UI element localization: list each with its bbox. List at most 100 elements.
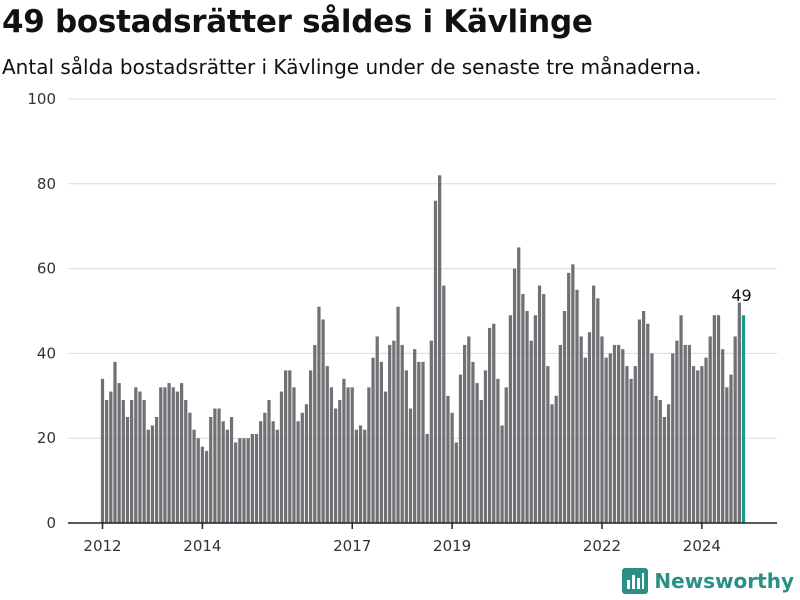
bar xyxy=(704,357,708,523)
bar xyxy=(446,395,450,523)
bar xyxy=(737,302,741,523)
bar xyxy=(533,315,538,523)
bar xyxy=(729,374,733,523)
bar xyxy=(567,272,571,523)
bar xyxy=(259,421,263,523)
bar xyxy=(154,417,159,523)
bar xyxy=(537,285,542,523)
bar xyxy=(130,400,134,523)
bar xyxy=(363,429,367,523)
bar xyxy=(429,340,433,523)
bar xyxy=(496,378,500,523)
bar xyxy=(109,391,113,523)
bar xyxy=(209,417,213,523)
bar xyxy=(275,429,279,523)
bar xyxy=(504,387,508,523)
y-tick-label: 0 xyxy=(46,514,56,532)
bar xyxy=(442,285,446,523)
bar xyxy=(654,395,658,523)
bar xyxy=(113,361,117,523)
bar xyxy=(346,387,350,523)
chart-subtitle: Antal sålda bostadsrätter i Kävlinge und… xyxy=(2,55,702,79)
bar xyxy=(454,442,458,523)
bar-chart-logo-icon xyxy=(622,568,649,594)
bar xyxy=(338,400,342,523)
bar xyxy=(450,412,454,523)
bar xyxy=(629,378,633,523)
bar xyxy=(242,438,246,523)
bar xyxy=(633,366,637,523)
bar xyxy=(238,438,242,523)
bar xyxy=(304,404,309,523)
bar xyxy=(517,247,521,523)
bar xyxy=(479,400,483,523)
bar xyxy=(296,421,300,523)
bar xyxy=(221,421,225,523)
bar xyxy=(662,417,667,523)
bar xyxy=(558,344,562,523)
brand-name: Newsworthy xyxy=(654,569,794,593)
y-tick-label: 40 xyxy=(37,344,56,362)
bar xyxy=(313,344,317,523)
bar xyxy=(512,268,517,523)
bar xyxy=(159,387,163,523)
bar xyxy=(263,412,267,523)
bar xyxy=(204,450,209,523)
bar xyxy=(188,412,192,523)
x-tick-label: 2014 xyxy=(183,537,221,555)
bar xyxy=(621,349,625,523)
bar xyxy=(646,323,650,523)
bar xyxy=(679,315,683,523)
data-label: 49 xyxy=(731,286,751,305)
bar xyxy=(725,387,729,523)
bar xyxy=(371,357,375,523)
bar xyxy=(421,361,425,523)
bar xyxy=(562,311,567,523)
bar xyxy=(246,438,250,523)
bar xyxy=(671,353,675,523)
bar xyxy=(666,404,671,523)
bar xyxy=(267,400,271,523)
bar xyxy=(433,200,438,523)
bar xyxy=(196,438,200,523)
bar xyxy=(712,315,716,523)
bar xyxy=(608,353,612,523)
bar xyxy=(529,340,533,523)
bar xyxy=(200,446,205,523)
bar xyxy=(521,294,525,523)
x-tick-label: 2022 xyxy=(583,537,621,555)
bar xyxy=(721,349,725,523)
y-tick-label: 100 xyxy=(27,90,56,108)
bar xyxy=(125,417,130,523)
bar xyxy=(279,391,284,523)
y-tick-label: 80 xyxy=(37,175,56,193)
bar xyxy=(542,294,546,523)
bar xyxy=(288,370,292,523)
bar xyxy=(417,361,421,523)
bar xyxy=(317,306,321,523)
bar xyxy=(308,370,313,523)
bar xyxy=(400,344,404,523)
bar xyxy=(554,395,558,523)
bar xyxy=(179,383,184,523)
bar xyxy=(733,336,737,523)
bar xyxy=(350,387,354,523)
bar xyxy=(388,344,392,523)
bar xyxy=(471,361,475,523)
bar xyxy=(163,387,167,523)
bar xyxy=(438,175,442,523)
bar xyxy=(134,387,138,523)
bar xyxy=(354,429,359,523)
bar xyxy=(408,408,413,523)
bar xyxy=(708,336,712,523)
bar xyxy=(171,387,175,523)
bar xyxy=(650,353,654,523)
bar xyxy=(483,370,488,523)
bar xyxy=(325,366,329,523)
bar xyxy=(142,400,146,523)
bar xyxy=(637,319,642,523)
bar xyxy=(321,319,325,523)
bar xyxy=(358,425,363,523)
bar xyxy=(413,349,417,523)
